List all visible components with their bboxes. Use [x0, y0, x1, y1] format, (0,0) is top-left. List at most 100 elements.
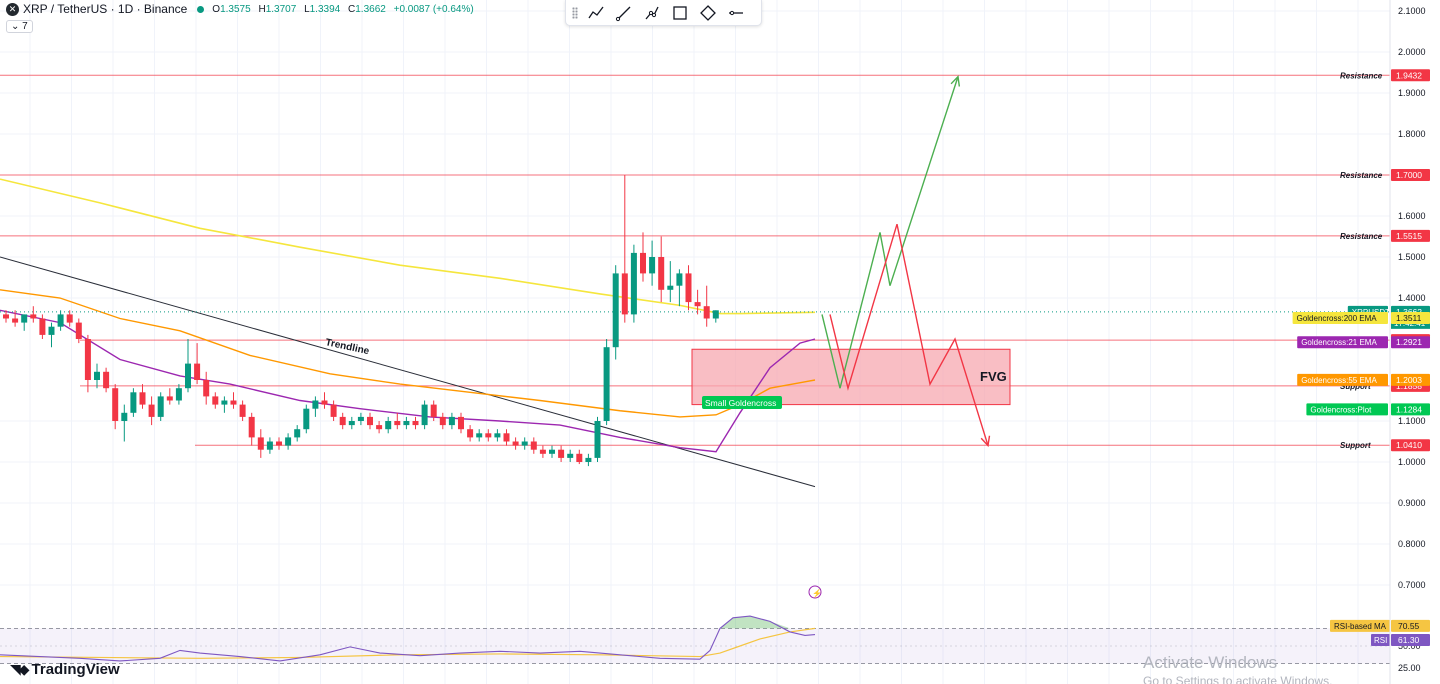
candle-body: [503, 433, 510, 442]
candle-body: [558, 449, 565, 458]
candle-body: [549, 449, 555, 454]
symbol-title[interactable]: XRP / TetherUS · 1D · Binance: [23, 2, 188, 16]
candle-body: [649, 257, 656, 274]
level-price-tag: [1391, 439, 1430, 452]
candle-body: [630, 252, 637, 315]
price-tag-label: Goldencross:Plot: [1310, 405, 1372, 414]
candle-body: [3, 314, 9, 319]
candle-body: [66, 314, 73, 323]
drag-handle-icon[interactable]: [572, 6, 578, 19]
projection-red-path: [829, 223, 989, 446]
candle-body: [703, 306, 710, 319]
level-price-tag: [1391, 69, 1430, 82]
candle-body: [694, 302, 701, 307]
price-tag-value: 1.2003: [1396, 375, 1422, 385]
trend-line-tool-icon[interactable]: [586, 3, 606, 23]
candle-body: [266, 441, 273, 450]
candle-body: [521, 441, 528, 446]
candle-body: [494, 433, 501, 438]
candle-body: [348, 421, 355, 426]
goldencross-annotation-label: Small Goldencross: [705, 398, 776, 408]
candle-body: [30, 314, 37, 319]
candle-body: [185, 363, 191, 389]
price-tick-label: 1.8000: [1398, 129, 1426, 139]
price-tag-label-bg: [1297, 373, 1388, 386]
candle-body: [439, 416, 446, 426]
open-value: 1.3575: [220, 3, 251, 15]
projection-green-path: [821, 76, 959, 389]
candle-body: [640, 252, 646, 274]
candle-body: [594, 421, 601, 458]
level-label-resistance: Resistance: [1340, 71, 1383, 80]
rsi-value-bg: [1391, 634, 1430, 647]
candle-body: [448, 416, 455, 426]
lightning-glyph: ⚡: [812, 588, 822, 598]
price-tick-label: 1.5000: [1398, 252, 1426, 262]
candle-body: [48, 326, 55, 335]
candle-body: [512, 441, 519, 446]
level-price-tag: [1391, 229, 1430, 242]
path-tool-icon[interactable]: [642, 3, 662, 23]
level-label-support: Support: [1340, 441, 1371, 450]
tradingview-mark-icon: ◥◆: [10, 661, 29, 677]
candle-body: [430, 404, 437, 417]
candle-body: [421, 404, 428, 426]
projection-red-path-head: [980, 435, 991, 448]
candle-body: [412, 421, 419, 426]
price-tag-label-bg: [1297, 336, 1388, 349]
candle-body: [357, 416, 364, 421]
ohlc-values: O1.3575 H1.3707 L1.3394 C1.3662 +0.0087 …: [212, 3, 474, 15]
price-tick-label: 1.6000: [1398, 211, 1426, 221]
xrp-logo: ✕: [6, 2, 19, 16]
price-tag-label: Goldencross:200 EMA: [1297, 314, 1378, 323]
candle-body: [394, 421, 401, 426]
price-tag-label: Goldencross:21 EMA: [1301, 338, 1377, 347]
price-tag-value: 1.3662: [1396, 307, 1422, 317]
horizontal-line-tool-icon[interactable]: [726, 3, 746, 23]
price-tag-value-bg: [1391, 373, 1430, 386]
market-status-dot: [197, 5, 205, 13]
candle-body: [458, 416, 464, 430]
candle-body: [485, 433, 492, 438]
high-value: 1.3707: [265, 3, 297, 15]
price-tick-label: 1.9000: [1398, 88, 1426, 98]
level-price-tag: [1391, 169, 1430, 181]
candle-body: [39, 318, 46, 335]
rsi-ma-value-bg: [1391, 619, 1430, 632]
price-tick-label: 0.9000: [1398, 498, 1426, 508]
candle-body: [230, 400, 237, 405]
price-tick-label: 1.0000: [1398, 457, 1426, 467]
candle-body: [248, 416, 255, 438]
rsi-ma-line: [0, 627, 816, 659]
price-tick-label: 1.1000: [1398, 416, 1426, 426]
candle-body: [712, 310, 719, 319]
price-tag-value: 1.2921: [1396, 337, 1422, 347]
indicator-toggle-button[interactable]: ⌄ 7: [6, 20, 33, 33]
ray-tool-icon[interactable]: [614, 3, 634, 23]
level-price-value: 1.7000: [1396, 170, 1422, 180]
low-value: 1.3394: [309, 3, 341, 15]
rsi-tick-label: 25.00: [1398, 663, 1421, 673]
rectangle-tool-icon[interactable]: [670, 3, 690, 23]
candle-body: [203, 380, 210, 397]
candle-body: [175, 388, 182, 401]
candle-body: [212, 396, 219, 405]
tradingview-logo[interactable]: ◥◆ TradingView: [10, 661, 120, 678]
candle-body: [658, 257, 665, 290]
trendline: [0, 256, 816, 488]
candle-body: [221, 400, 228, 405]
polyline-tool-icon[interactable]: [698, 3, 718, 23]
candle-body: [321, 400, 328, 405]
level-price-value: 1.0410: [1396, 440, 1422, 450]
close-value: 1.3662: [355, 3, 386, 15]
candle-body: [103, 371, 110, 389]
level-label-support: Support: [1340, 382, 1371, 391]
candle-body: [676, 273, 683, 286]
candle-body: [84, 339, 91, 380]
candle-body: [285, 437, 292, 446]
candle-body: [621, 273, 628, 315]
candle-body: [403, 421, 410, 426]
